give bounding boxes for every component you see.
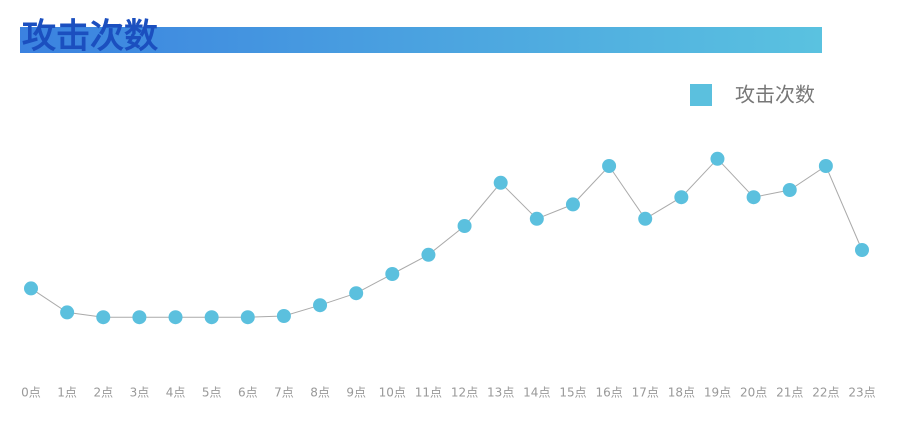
x-tick-label: 7点	[274, 386, 294, 400]
x-tick-label: 16点	[595, 386, 622, 400]
x-tick-label: 13点	[487, 386, 514, 400]
x-tick-label: 10点	[379, 386, 406, 400]
x-tick-label: 6点	[238, 386, 258, 400]
x-tick-label: 22点	[812, 386, 839, 400]
point	[529, 211, 544, 226]
point	[60, 305, 75, 320]
point	[96, 310, 111, 325]
point	[602, 159, 617, 173]
title-bar	[20, 27, 822, 53]
point	[240, 310, 255, 325]
x-tick-label: 18点	[668, 386, 695, 400]
x-tick-label: 4点	[166, 386, 186, 400]
point	[349, 286, 364, 301]
point	[457, 219, 472, 233]
point	[132, 310, 147, 325]
point	[385, 267, 400, 281]
point	[855, 243, 869, 257]
x-tick-label: 9点	[346, 386, 366, 400]
point	[710, 151, 725, 166]
x-tick-label: 23点	[848, 386, 875, 400]
x-tick-label: 20点	[740, 386, 767, 400]
x-tick-label: 12点	[451, 386, 478, 400]
x-tick-label: 1点	[57, 386, 77, 400]
point	[276, 309, 291, 323]
point	[421, 247, 436, 262]
x-tick-label: 14点	[523, 386, 550, 400]
x-tick-label: 2点	[93, 386, 113, 400]
point	[746, 190, 761, 205]
x-tick-label: 17点	[632, 386, 659, 400]
point	[204, 310, 219, 325]
x-tick-label: 0点	[21, 386, 41, 400]
x-tick-label: 21点	[776, 386, 803, 400]
point	[565, 197, 580, 212]
x-tick-label: 19点	[704, 386, 731, 400]
point	[638, 211, 653, 226]
point	[168, 310, 183, 325]
legend-label: 攻击次数	[735, 83, 815, 107]
point	[24, 281, 38, 296]
point	[782, 183, 797, 197]
point	[818, 159, 833, 173]
x-tick-label: 5点	[202, 386, 222, 400]
point	[674, 190, 689, 205]
line	[30, 158, 863, 318]
point	[493, 175, 508, 190]
legend-swatch	[690, 84, 712, 106]
x-tick-label: 8点	[310, 386, 330, 400]
point	[313, 298, 328, 313]
x-tick-label: 3点	[130, 386, 150, 400]
x-tick-label: 11点	[415, 386, 442, 400]
chart-title: 攻击次数	[22, 17, 158, 57]
x-tick-label: 15点	[559, 386, 586, 400]
